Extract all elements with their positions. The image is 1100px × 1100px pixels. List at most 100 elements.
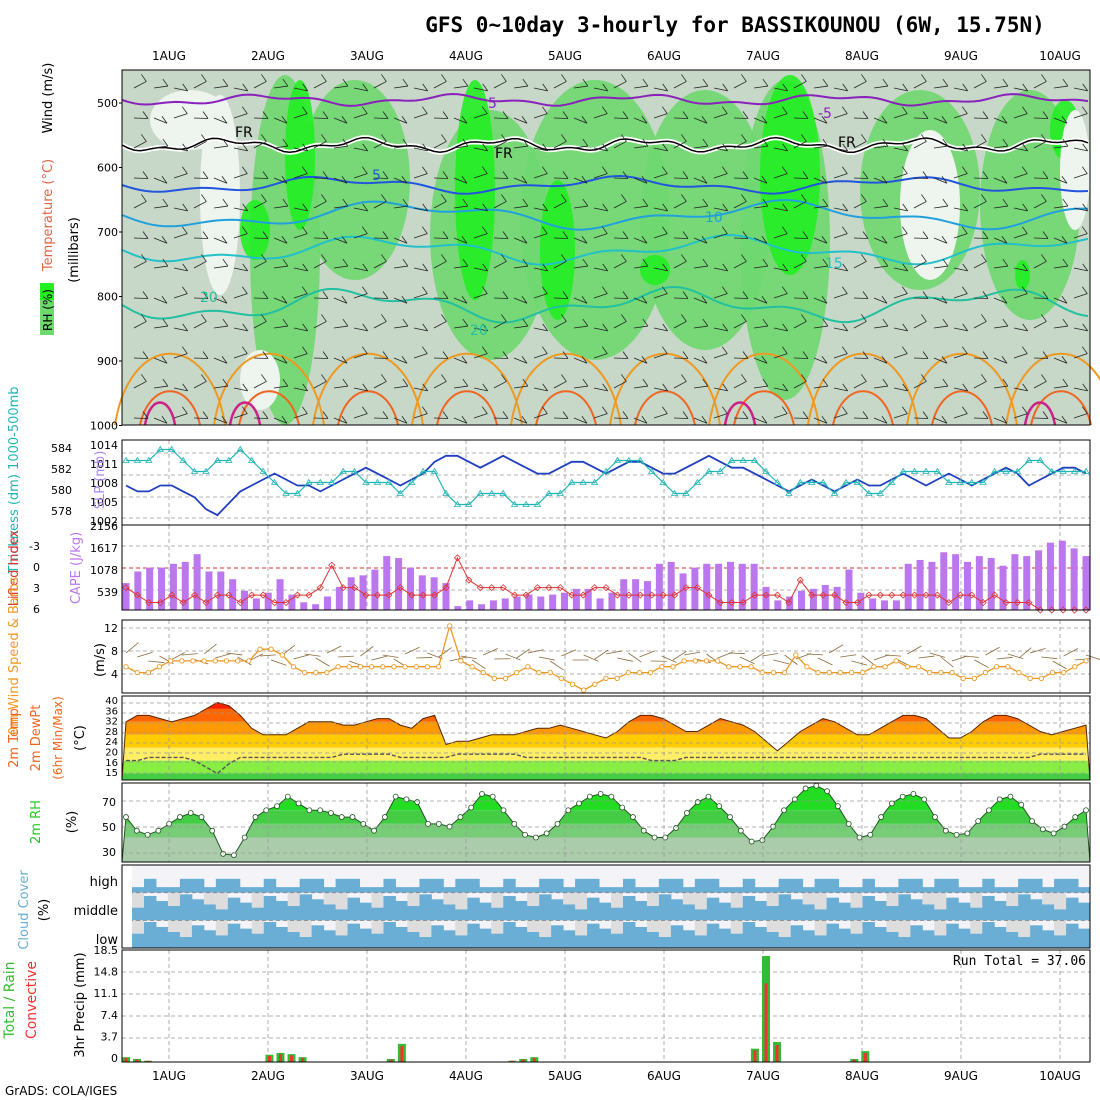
wind-barb-flag: [1001, 176, 1008, 184]
wind-barb-flag: [1081, 166, 1088, 174]
lifted-index-point: [579, 591, 587, 599]
wind-barb-flag: [342, 258, 349, 267]
wind10-point: [413, 664, 419, 670]
cloud-cell: [634, 926, 648, 948]
wind-barb-flag: [682, 351, 689, 359]
precip-convective-bar: [135, 1059, 139, 1062]
cloud-cell: [886, 905, 899, 921]
wind-barb: [813, 85, 828, 89]
lifted-index-point: [373, 591, 381, 599]
lifted-index-point: [122, 584, 130, 592]
rh-point: [565, 807, 572, 814]
cape-bar: [169, 563, 177, 610]
wind-barb-flag: [781, 286, 788, 294]
wind-barb-flag: [822, 258, 829, 267]
wind-barb-flag: [302, 323, 309, 332]
precip-convective-bar: [146, 1060, 150, 1062]
wind-barb: [433, 261, 447, 269]
rh-point: [921, 796, 928, 803]
lifted-index-point: [236, 598, 244, 607]
wind-barb-flag: [761, 236, 768, 244]
thickness-point: [339, 467, 347, 474]
cloud-cell: [970, 907, 983, 921]
wind10-point: [726, 664, 732, 670]
lifted-index-point: [773, 591, 781, 599]
cloud-cell: [527, 931, 540, 948]
wind10-point: [982, 669, 989, 676]
cloud-cell: [455, 935, 468, 948]
cape-bar: [987, 558, 995, 610]
wind-barb: [813, 417, 828, 424]
wind10-units-label: (m/s): [93, 643, 108, 677]
cloud-cell: [766, 931, 780, 948]
wind-barb-flag: [462, 138, 469, 147]
wind-barb-flag: [322, 351, 329, 359]
wind-barb: [373, 261, 387, 269]
rh-point: [414, 799, 421, 805]
wind-barb-flag: [261, 194, 267, 202]
wind-barb-flag: [882, 138, 889, 147]
thickness-point: [1082, 467, 1090, 474]
wind-barb-flag: [582, 138, 589, 147]
wind10-point: [1005, 664, 1011, 670]
wind-barb: [233, 233, 248, 239]
cloud-clear-cell: [646, 892, 659, 906]
wind-barb: [333, 117, 348, 124]
cloud-cell: [1054, 878, 1067, 893]
wind10-point: [915, 664, 922, 670]
cloud-clear-cell: [299, 920, 312, 937]
cloud-cell: [826, 878, 840, 893]
wind-barb: [953, 413, 968, 419]
wind-barb: [293, 413, 308, 419]
thickness-point: [499, 489, 507, 496]
wind10-point: [714, 658, 721, 664]
wind-barb: [133, 321, 147, 329]
wind-barb: [833, 293, 848, 299]
wind-barb-flag: [262, 171, 269, 179]
wind-barb-flag: [501, 254, 507, 262]
wind-barb-flag: [702, 378, 709, 387]
wind-barb-flag: [941, 176, 948, 184]
wind-barb: [453, 385, 468, 389]
pressure-tick-label: 500: [97, 97, 118, 110]
wind-barb-flag: [362, 323, 369, 332]
wind-barb-flag: [762, 198, 769, 207]
wind-barb-flag: [341, 176, 348, 184]
wind-barb-flag: [542, 83, 549, 92]
rh-point: [802, 785, 809, 792]
wind-barb: [813, 385, 828, 389]
wind-barb-flag: [321, 194, 327, 202]
rh-point: [425, 820, 431, 827]
wind-barb-flag: [341, 416, 348, 424]
cloud-clear-cell: [611, 920, 623, 934]
rh-point: [1050, 830, 1057, 837]
panels: 5FRFRFR510152020-55006007008009001000RH …: [2, 63, 1100, 1065]
wind-barb-flag: [941, 116, 948, 124]
wind-barb-flag: [541, 106, 548, 114]
cloud-cell: [263, 895, 277, 921]
cloud-clear-cell: [539, 920, 552, 937]
wind-barb-flag: [382, 111, 389, 119]
wind-barb: [1053, 417, 1068, 424]
wind-barb-flag: [781, 406, 788, 414]
wind-barb: [413, 387, 428, 392]
cloud-cell: [958, 902, 971, 921]
wind-barb: [233, 113, 248, 119]
wind-barb-flag: [142, 231, 149, 239]
wind-barb: [293, 233, 308, 239]
wind-barb: [213, 177, 228, 184]
wind-barb-flag: [981, 314, 987, 322]
wind-barb: [213, 325, 228, 329]
lifted-index-axis-label: Lifted Index: [7, 529, 22, 606]
cape-bar: [371, 569, 379, 610]
cloud-cell: [323, 904, 337, 921]
wind-barb: [313, 81, 327, 89]
wind10-barb: [1007, 653, 1024, 660]
wind-barb-flag: [861, 134, 867, 142]
wind-barb-flag: [481, 406, 488, 414]
wind-barb-flag: [421, 106, 428, 114]
wind-barb-flag: [661, 406, 668, 414]
lifted-index-point: [362, 591, 370, 599]
cape-bar: [1082, 556, 1090, 610]
